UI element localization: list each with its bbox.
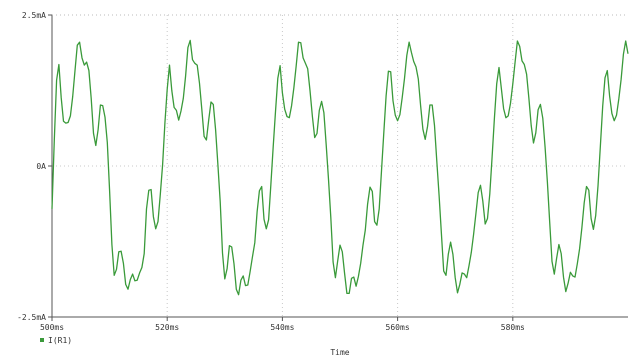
y-tick-label: 0A	[36, 162, 46, 171]
x-tick-label: 560ms	[386, 323, 410, 332]
x-tick-label: 580ms	[501, 323, 525, 332]
y-tick-label: -2.5mA	[17, 313, 46, 322]
legend: I(R1)	[40, 336, 72, 345]
y-tick-label: 2.5mA	[22, 11, 46, 20]
series-line	[51, 39, 629, 296]
legend-label: I(R1)	[48, 336, 72, 345]
series-layer	[51, 39, 629, 296]
x-axis-label: Time	[330, 348, 349, 357]
legend-marker	[40, 338, 44, 342]
ticks-layer: -2.5mA 0A 2.5mA 500ms 520ms 540ms 560ms 580ms	[17, 11, 525, 332]
x-tick-label: 500ms	[40, 323, 64, 332]
grid-layer	[52, 15, 628, 317]
x-tick-label: 520ms	[155, 323, 179, 332]
x-tick-label: 540ms	[270, 323, 294, 332]
